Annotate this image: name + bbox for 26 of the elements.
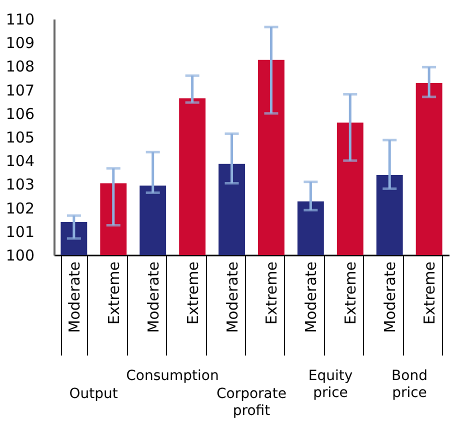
y-tick-label: 102	[6, 199, 34, 218]
y-tick-label: 105	[6, 128, 34, 146]
x-tick-label: Extreme	[104, 262, 123, 325]
x-tick-label: Moderate	[65, 262, 84, 333]
y-tick-label: 110	[6, 10, 34, 28]
y-tick-label: 109	[6, 34, 34, 52]
x-tick-label: Extreme	[420, 262, 439, 325]
x-tick-label: Extreme	[262, 262, 281, 325]
y-tick-label: 103	[6, 176, 34, 194]
x-tick-label: Extreme	[342, 262, 360, 325]
x-tick-label: Moderate	[381, 262, 400, 333]
y-tick-label: 106	[6, 104, 34, 123]
text: Bond price	[392, 368, 428, 401]
x-tick-label: Moderate	[144, 262, 162, 333]
y-tick-label: 104	[6, 152, 34, 170]
x-tick-label: Extreme	[184, 262, 202, 325]
y-tick-label: 107	[6, 81, 34, 100]
y-tick-label: 108	[6, 58, 34, 76]
text: Output	[69, 386, 118, 402]
text: Corporate profit	[216, 386, 286, 419]
text: Consumption	[126, 368, 219, 384]
text: Equity price	[308, 368, 353, 401]
x-tick-label: Moderate	[223, 262, 242, 333]
y-tick-label: 100	[6, 246, 34, 264]
y-tick-label: 101	[6, 222, 34, 241]
x-tick-label: Moderate	[302, 262, 320, 333]
